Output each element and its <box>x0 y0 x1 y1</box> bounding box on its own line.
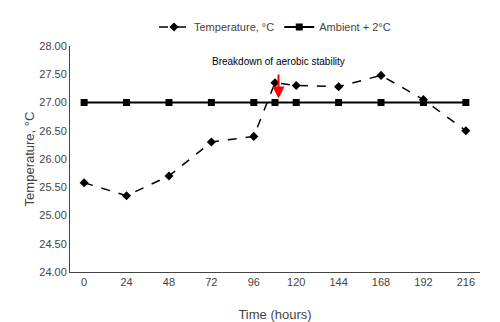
svg-text:28.00: 28.00 <box>39 40 67 52</box>
svg-text:24.00: 24.00 <box>39 266 67 278</box>
svg-text:26.00: 26.00 <box>39 153 67 165</box>
svg-text:120: 120 <box>287 276 305 288</box>
svg-text:25.50: 25.50 <box>39 181 67 193</box>
svg-text:144: 144 <box>329 276 347 288</box>
svg-text:Ambient + 2°C: Ambient + 2°C <box>319 21 390 33</box>
svg-text:24.50: 24.50 <box>39 238 67 250</box>
svg-text:24: 24 <box>120 276 132 288</box>
svg-text:Breakdown of aerobic stability: Breakdown of aerobic stability <box>212 56 345 67</box>
svg-text:26.50: 26.50 <box>39 125 67 137</box>
svg-text:Temperature, °C: Temperature, °C <box>194 21 274 33</box>
svg-text:25.00: 25.00 <box>39 209 67 221</box>
svg-text:48: 48 <box>163 276 175 288</box>
svg-text:Temperature, °C: Temperature, °C <box>22 112 37 207</box>
svg-text:0: 0 <box>81 276 87 288</box>
svg-text:Time (hours): Time (hours) <box>238 307 311 322</box>
svg-text:192: 192 <box>414 276 432 288</box>
svg-text:27.00: 27.00 <box>39 96 67 108</box>
svg-text:216: 216 <box>457 276 475 288</box>
svg-text:168: 168 <box>372 276 390 288</box>
svg-text:96: 96 <box>248 276 260 288</box>
svg-text:27.50: 27.50 <box>39 68 67 80</box>
svg-text:72: 72 <box>205 276 217 288</box>
